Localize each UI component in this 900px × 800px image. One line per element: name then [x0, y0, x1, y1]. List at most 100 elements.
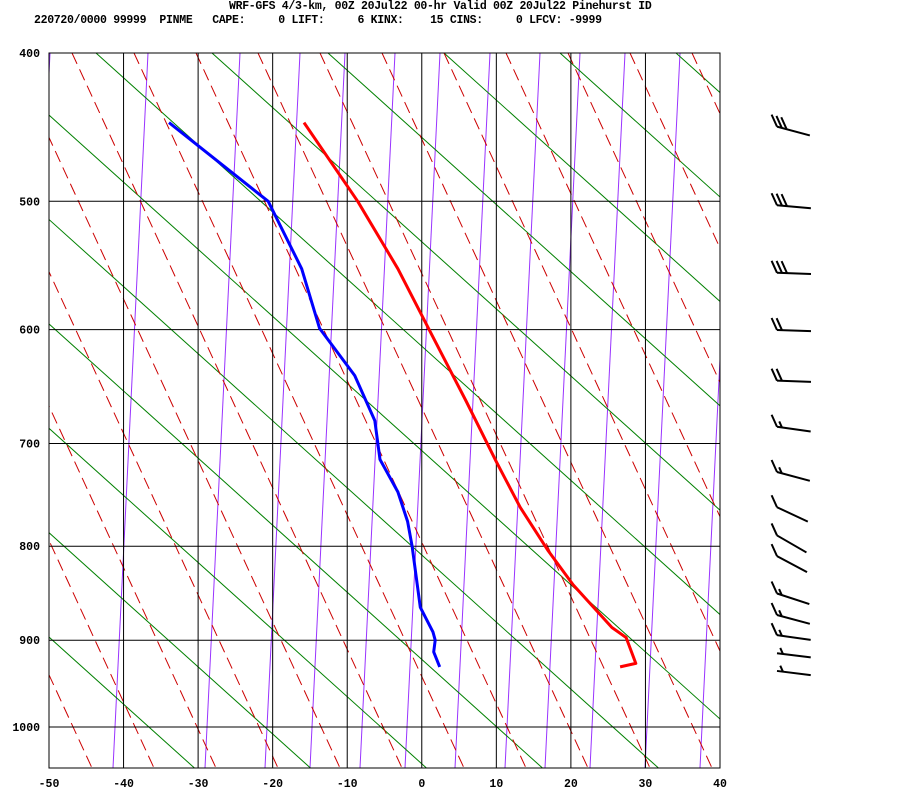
wind-barb [770, 317, 812, 333]
barb-staff [776, 125, 811, 137]
dry-adiabat-line [327, 53, 720, 407]
moist-adiabat-line [567, 53, 720, 384]
wind-barb [770, 581, 810, 605]
barb-flag-full [770, 114, 778, 128]
barb-staff [776, 271, 812, 275]
dry-adiabat-line [559, 53, 720, 198]
barb-staff [776, 592, 810, 605]
moist-adiabat-line [49, 136, 341, 768]
moist-adiabat-line [133, 53, 465, 768]
dry-adiabat-line [49, 532, 312, 768]
y-tick-label: 800 [19, 541, 40, 554]
barb-staff [776, 204, 811, 210]
barb-flag-full [770, 622, 778, 636]
barb-flag-full [770, 581, 778, 594]
moist-adiabat-line [319, 53, 651, 768]
moist-adiabat-line [49, 270, 279, 768]
wind-barb [770, 602, 811, 625]
x-tick-label: -50 [39, 778, 60, 791]
moist-adiabat-line [257, 53, 589, 768]
barb-staff [776, 634, 811, 641]
wind-barb [770, 192, 811, 210]
barb-flag-full [780, 116, 788, 130]
x-tick-label: 10 [489, 778, 503, 791]
temperature-line [302, 121, 638, 669]
mixing-ratio-line [204, 53, 241, 768]
dry-adiabat-line [792, 53, 900, 773]
x-tick-label: 20 [564, 778, 578, 791]
barb-flag-half [778, 629, 783, 637]
wind-barb [770, 260, 812, 275]
barb-flag-full [770, 414, 778, 428]
wind-barb [770, 414, 811, 433]
barb-staff [776, 425, 811, 433]
y-tick-label: 900 [19, 635, 40, 648]
x-tick-label: 40 [713, 778, 727, 791]
y-tick-label: 700 [19, 438, 40, 451]
dry-adiabat-line [49, 114, 720, 720]
sounding-indices: 220720/0000 99999 PINME CAPE: 0 LIFT: 6 … [34, 14, 602, 27]
barb-staff [776, 471, 811, 482]
dry-adiabat-line [49, 218, 660, 768]
grid [48, 52, 721, 769]
mixing-ratio-line [644, 53, 681, 768]
barb-flag-full [770, 317, 778, 331]
dry-adiabat-line [675, 53, 720, 94]
y-tick-label: 600 [19, 325, 40, 338]
mixing-ratio-line [309, 53, 346, 768]
wind-barb [770, 368, 812, 383]
barb-staff [776, 555, 808, 573]
mixing-ratio-line [699, 349, 720, 768]
mixing-ratio-line [454, 53, 491, 768]
barb-flag-full [770, 260, 778, 274]
mixing-ratio-line [755, 53, 790, 768]
barb-staff [776, 534, 807, 554]
barb-staff [776, 328, 812, 333]
wind-barb [770, 523, 807, 554]
barb-flag-half [778, 588, 783, 596]
wind-barb [770, 622, 811, 641]
x-tick-label: 30 [639, 778, 653, 791]
barb-staff [776, 379, 812, 383]
dry-adiabat-line [49, 427, 428, 768]
mixing-ratio-line [112, 53, 149, 768]
x-tick-label: 0 [418, 778, 425, 791]
barb-flag-full [775, 115, 783, 129]
moist-adiabat-line [49, 539, 155, 768]
barb-flag-full [770, 459, 778, 473]
dewpoint-line [168, 121, 442, 668]
barb-flag-full [770, 192, 778, 206]
barb-flag-full [770, 602, 778, 616]
moist-adiabat-line [381, 53, 713, 768]
barb-staff [776, 614, 811, 625]
y-tick-label: 1000 [12, 722, 40, 735]
y-tick-label: 400 [19, 48, 40, 61]
reference-lines [0, 53, 900, 773]
barb-flag-full [775, 368, 783, 382]
x-tick-label: -40 [113, 778, 134, 791]
barb-flag-full [780, 260, 788, 274]
wind-barb [770, 114, 811, 137]
chart-title: WRF-GFS 4/3-km, 00Z 20Jul22 00-hr Valid … [229, 0, 652, 13]
moist-adiabat-line [754, 53, 900, 768]
wind-barb [770, 459, 811, 482]
moist-adiabat-line [195, 53, 527, 768]
barb-flag-half [778, 421, 783, 428]
barb-flag-half [778, 466, 783, 474]
barb-flag-full [770, 523, 778, 536]
x-tick-label: -30 [188, 778, 209, 791]
moist-adiabat-line [0, 53, 30, 768]
barb-flag-full [775, 193, 783, 207]
axis-labels: -50 -40 -30 -20 -10 0 10 20 30 40 400 500 600 700 800 9… [12, 48, 727, 791]
barb-flag-full [775, 260, 783, 274]
barb-flag-half [779, 647, 784, 655]
moist-adiabat-line [629, 53, 720, 250]
barb-flag-half [778, 609, 783, 617]
moist-adiabat-line [505, 53, 720, 518]
dry-adiabat-line [443, 53, 720, 303]
mixing-ratio-line [404, 53, 441, 768]
y-tick-label: 500 [19, 196, 40, 209]
barb-flag-full [770, 543, 778, 557]
mixing-ratio-line [589, 53, 626, 768]
